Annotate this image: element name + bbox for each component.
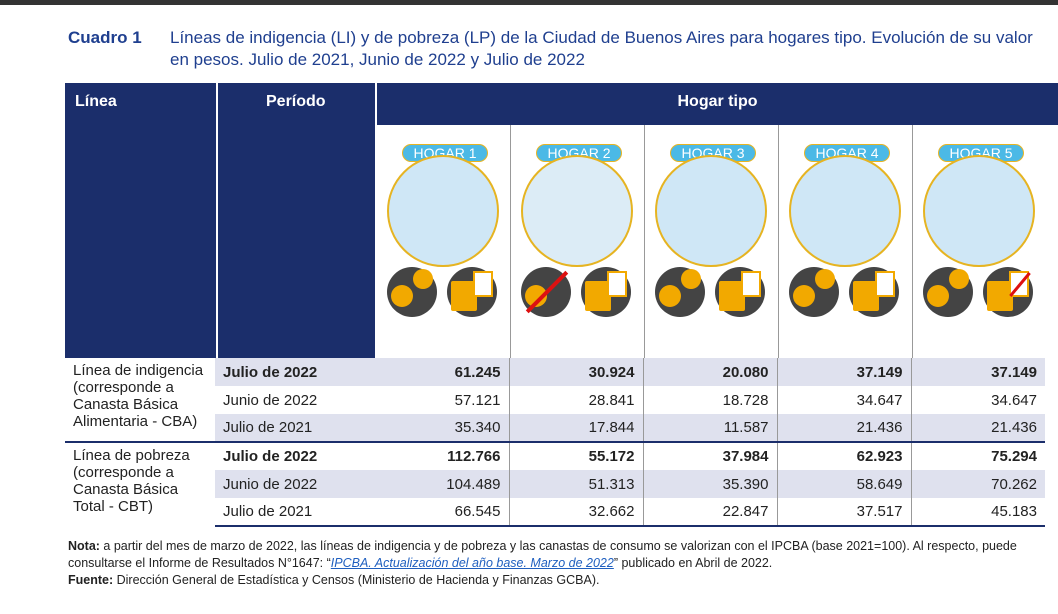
couple-icon <box>923 155 1035 267</box>
group-label: Línea de pobreza (corresponde a Canasta … <box>65 441 215 526</box>
value-cell: 11.587 <box>643 414 778 442</box>
nota-label: Nota: <box>68 539 100 553</box>
elderly-couple-icon <box>521 155 633 267</box>
nota-text-end: ” publicado en Abril de 2022. <box>613 556 773 570</box>
house-document-icon <box>581 267 631 317</box>
table-row: Línea de pobreza (corresponde a Canasta … <box>65 441 1045 526</box>
value-cell: 61.245 <box>375 358 510 386</box>
value-cell: 37.149 <box>911 358 1045 386</box>
value-cell: 28.841 <box>509 386 644 414</box>
value-cell: 34.647 <box>777 386 912 414</box>
hogar-icons-row: HOGAR 1 HOGAR 2 HOGAR 3 HOGAR 4 HOGAR 5 <box>377 125 1058 358</box>
value-cell: 45.183 <box>911 498 1045 527</box>
value-cell: 55.172 <box>509 441 644 470</box>
value-cell: 35.340 <box>375 414 510 442</box>
nota-text: a partir del mes de marzo de 2022, las l… <box>68 539 1017 570</box>
value-cell: 18.728 <box>643 386 778 414</box>
value-cell: 22.847 <box>643 498 778 527</box>
hogar-3: HOGAR 3 <box>645 125 779 358</box>
value-cell: 21.436 <box>911 414 1045 442</box>
hogar-2: HOGAR 2 <box>511 125 645 358</box>
value-cell: 37.517 <box>777 498 912 527</box>
table-row: Julio de 2021 66.545 32.662 22.847 37.517 45… <box>65 498 1045 527</box>
care-time-crossed-icon <box>521 267 571 317</box>
period-cell: Julio de 2022 <box>215 441 375 470</box>
fuente-text: Dirección General de Estadística y Censo… <box>113 573 600 587</box>
value-cell: 21.436 <box>777 414 912 442</box>
care-time-icon <box>923 267 973 317</box>
table-row: Junio de 2022 104.489 51.313 35.390 58.649 7… <box>65 470 1045 498</box>
period-cell: Julio de 2021 <box>215 414 375 442</box>
group-label: Línea de indigencia (corresponde a Canas… <box>73 362 204 430</box>
value-cell: 20.080 <box>643 358 778 386</box>
report-link[interactable]: IPCBA. Actualización del año base. Marzo… <box>330 556 614 570</box>
header-linea: Línea <box>65 83 216 358</box>
top-bar <box>0 0 1058 5</box>
value-cell: 35.390 <box>643 470 778 498</box>
house-document-icon <box>447 267 497 317</box>
family-icon <box>387 155 499 267</box>
care-time-icon <box>655 267 705 317</box>
house-document-icon <box>849 267 899 317</box>
period-cell: Julio de 2022 <box>215 358 375 386</box>
notes: Nota: a partir del mes de marzo de 2022,… <box>68 538 1053 589</box>
single-man-icon <box>655 155 767 267</box>
value-cell: 58.649 <box>777 470 912 498</box>
couple-icon <box>789 155 901 267</box>
hogar-1: HOGAR 1 <box>377 125 511 358</box>
value-cell: 17.844 <box>509 414 644 442</box>
value-cell: 104.489 <box>375 470 510 498</box>
value-cell: 57.121 <box>375 386 510 414</box>
value-cell: 51.313 <box>509 470 644 498</box>
value-cell: 37.984 <box>643 441 778 470</box>
hogar-4: HOGAR 4 <box>779 125 913 358</box>
period-cell: Junio de 2022 <box>223 391 318 409</box>
table-row: Junio de 2022 57.121 28.841 18.728 34.647 34… <box>65 386 1045 414</box>
value-cell: 32.662 <box>509 498 644 527</box>
period-cell: Julio de 2021 <box>215 498 375 527</box>
value-cell: 62.923 <box>777 441 912 470</box>
value-cell: 70.262 <box>911 470 1045 498</box>
caption-title: Líneas de indigencia (LI) y de pobreza (… <box>170 28 1033 69</box>
value-cell: 37.149 <box>777 358 912 386</box>
value-cell: 30.924 <box>509 358 644 386</box>
value-cell: 66.545 <box>375 498 510 527</box>
data-table: Línea de indigencia (corresponde a Canas… <box>65 358 1045 527</box>
care-time-icon <box>789 267 839 317</box>
house-document-icon <box>715 267 765 317</box>
house-document-crossed-icon <box>983 267 1033 317</box>
value-cell: 34.647 <box>991 391 1037 409</box>
table-row: Línea de indigencia (corresponde a Canas… <box>65 358 1045 430</box>
fuente-label: Fuente: <box>68 573 114 587</box>
value-cell: 75.294 <box>911 441 1045 470</box>
hogar-5: HOGAR 5 <box>913 125 1047 358</box>
value-cell: 112.766 <box>375 441 510 470</box>
header-hogar-tipo: Hogar tipo <box>377 83 1058 125</box>
table-row: Julio de 2021 35.340 17.844 11.587 21.436 21… <box>65 414 1045 442</box>
care-time-icon <box>387 267 437 317</box>
header-periodo: Período <box>218 83 375 358</box>
caption-label: Cuadro 1 <box>68 28 142 47</box>
period-cell: Junio de 2022 <box>215 470 375 498</box>
